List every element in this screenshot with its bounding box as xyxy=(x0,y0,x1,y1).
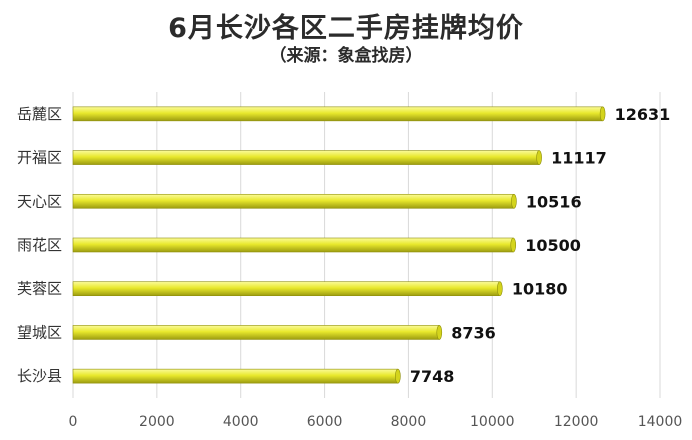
bar-end-cap xyxy=(395,368,401,384)
data-label: 11117 xyxy=(551,149,607,168)
data-label: 12631 xyxy=(615,105,671,124)
data-label: 10500 xyxy=(525,236,581,255)
x-tick-label: 2000 xyxy=(139,414,175,430)
data-label: 10516 xyxy=(526,192,582,211)
chart-subtitle: （来源：象盒找房） xyxy=(269,46,423,66)
bar xyxy=(72,368,399,384)
category-label: 望城区 xyxy=(17,323,62,341)
category-label: 雨花区 xyxy=(17,236,62,254)
bars xyxy=(72,106,606,384)
bar-end-cap xyxy=(511,193,517,209)
chart-title: 6月长沙各区二手房挂牌均价 xyxy=(168,13,524,44)
data-label: 10180 xyxy=(512,280,568,299)
x-tick-label: 4000 xyxy=(223,414,259,430)
x-tick-label: 0 xyxy=(69,414,78,430)
x-tick-label: 14000 xyxy=(638,414,683,430)
labels: 0 2000 4000 6000 8000 10000 12000 14000 岳麓区 12631… xyxy=(17,105,682,430)
bar xyxy=(72,106,603,122)
category-label: 长沙县 xyxy=(17,367,62,385)
bar-end-cap xyxy=(510,237,517,253)
data-label: 8736 xyxy=(451,323,496,342)
x-tick-label: 10000 xyxy=(470,414,515,430)
x-tick-label: 8000 xyxy=(391,414,427,430)
bar xyxy=(72,237,514,253)
bar-end-cap xyxy=(599,106,606,122)
x-tick-label: 12000 xyxy=(554,414,599,430)
bar-end-cap xyxy=(497,281,503,297)
bar xyxy=(72,150,540,165)
category-label: 天心区 xyxy=(17,192,62,210)
category-label: 岳麓区 xyxy=(17,105,62,123)
x-tick-label: 6000 xyxy=(307,414,343,430)
bar xyxy=(72,325,440,340)
data-label: 7748 xyxy=(410,367,455,386)
bar-end-cap xyxy=(536,150,542,165)
bar-end-cap xyxy=(436,325,443,340)
category-label: 开福区 xyxy=(17,149,62,167)
bar xyxy=(72,193,515,209)
bar xyxy=(72,281,501,297)
category-label: 芙蓉区 xyxy=(17,280,62,298)
